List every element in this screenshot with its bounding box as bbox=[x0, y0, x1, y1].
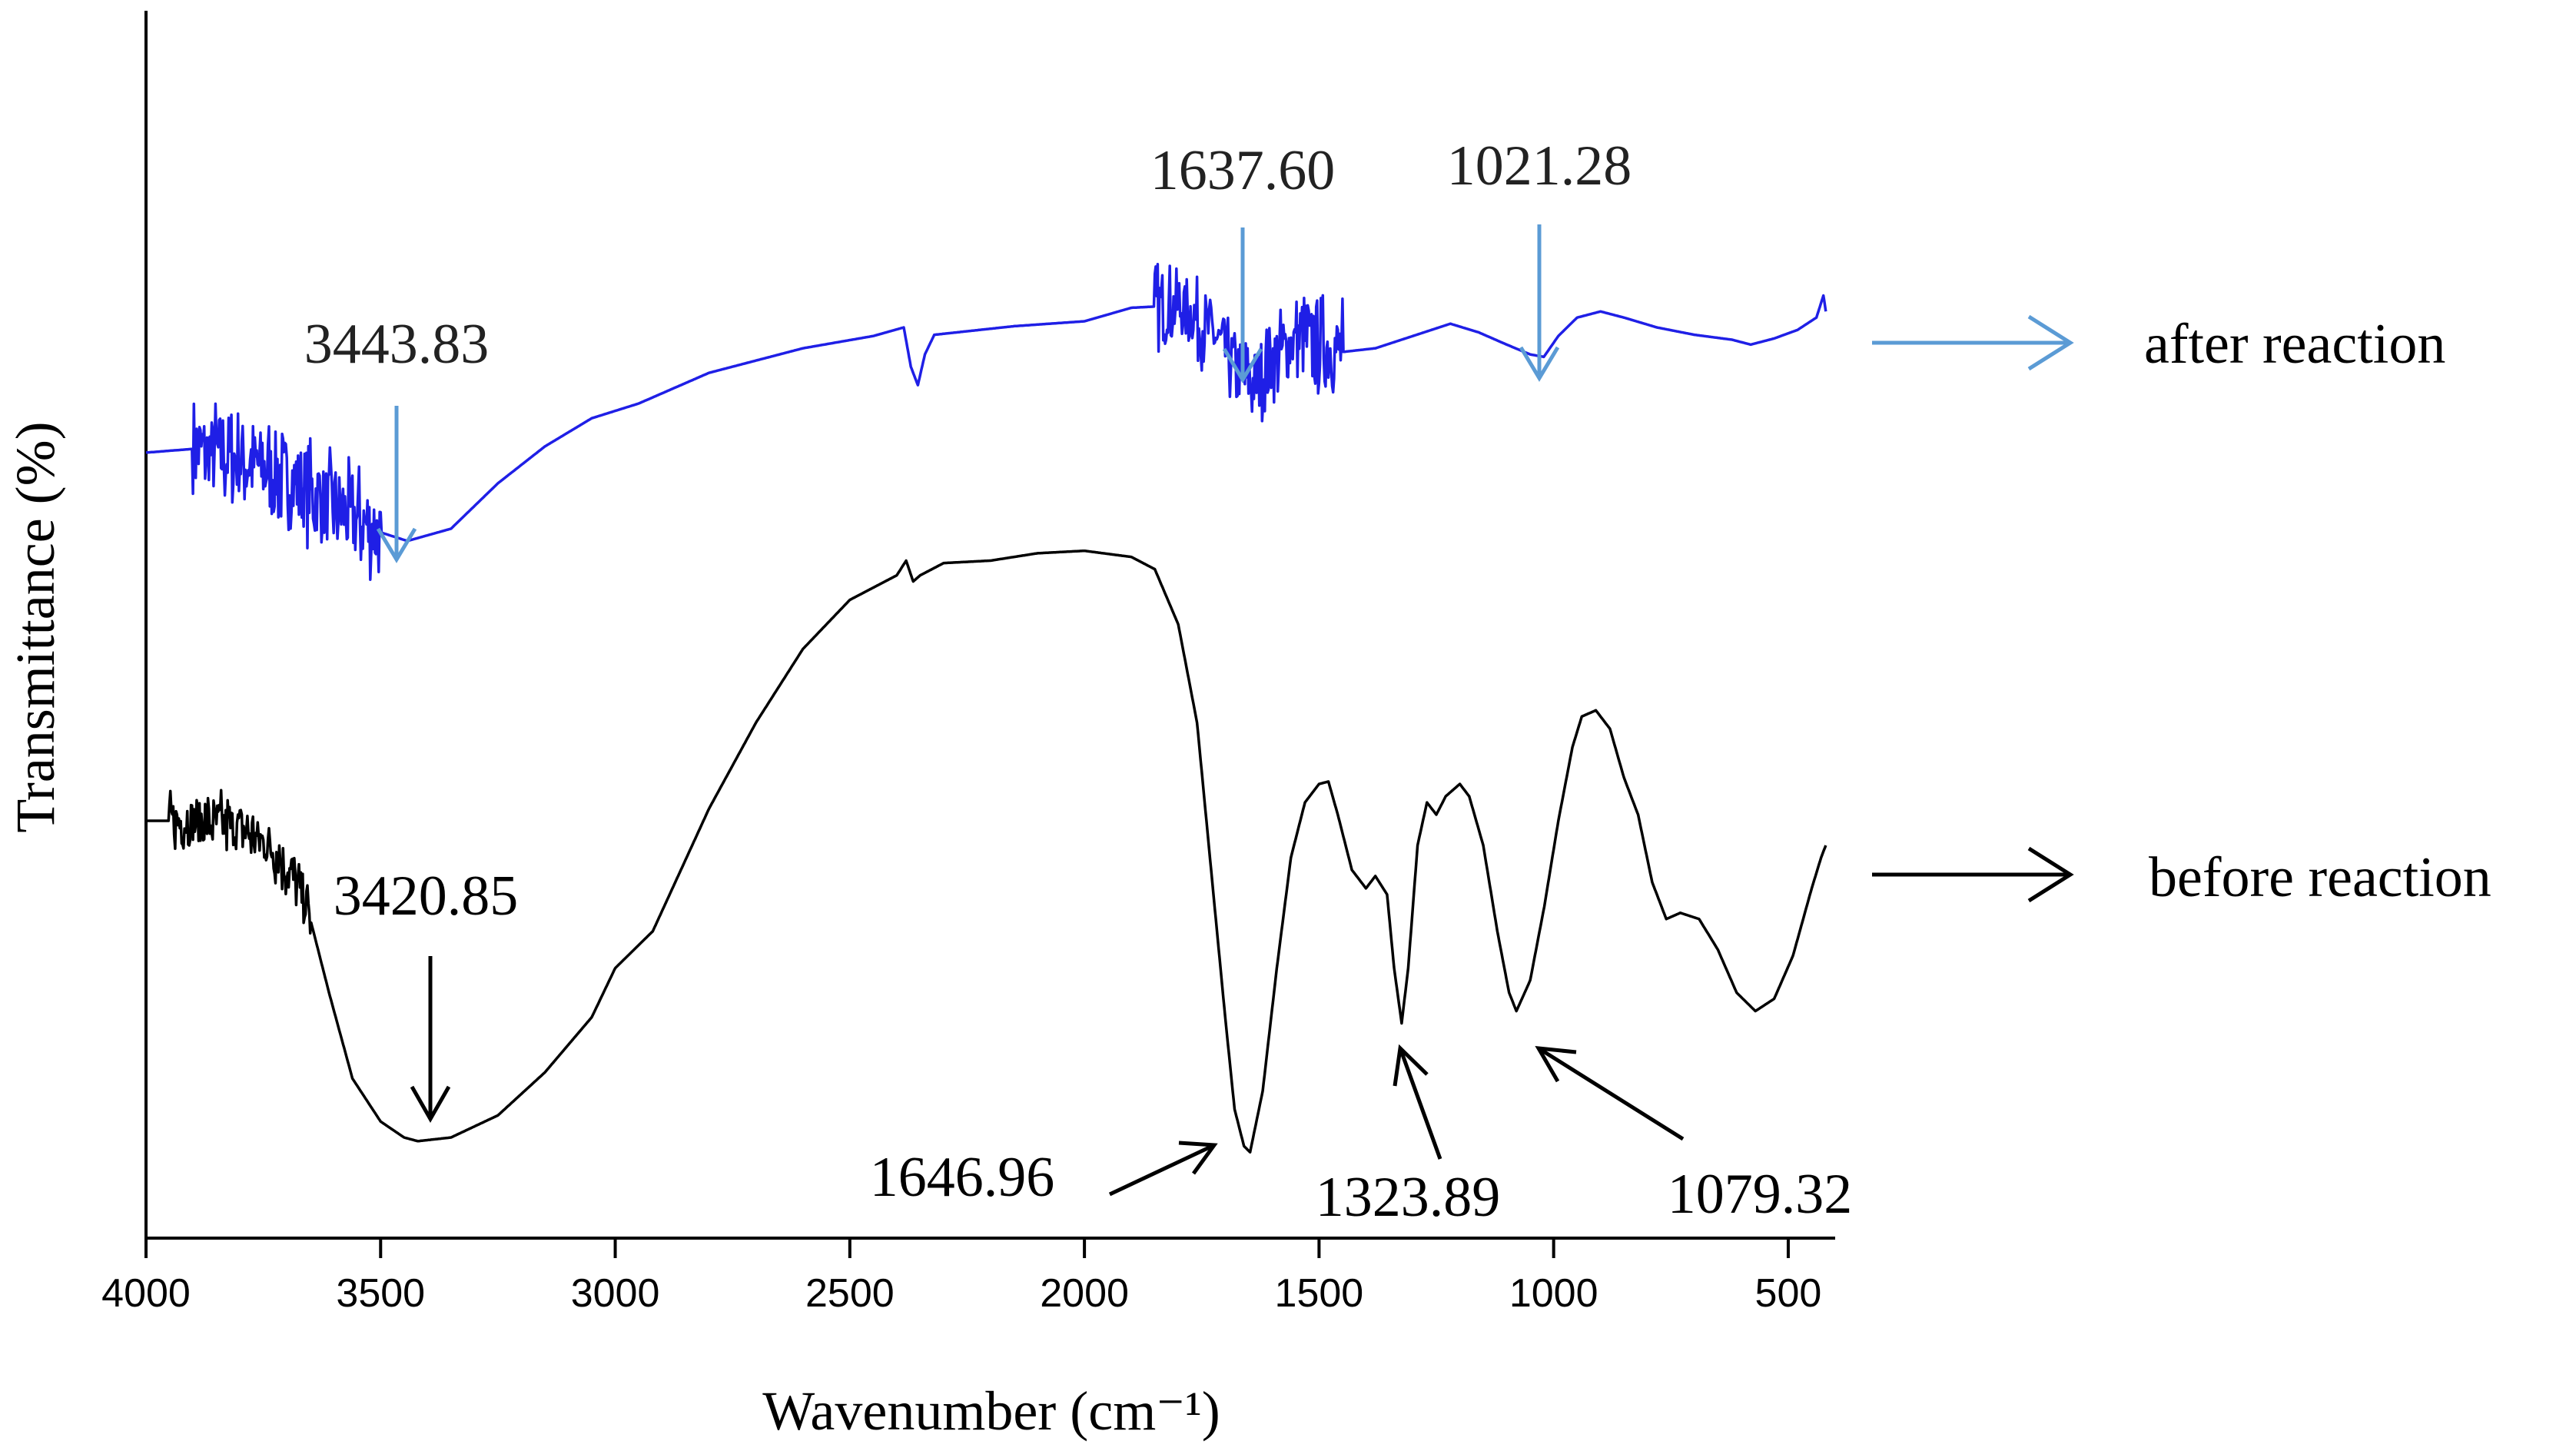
peak-arrow-before-1079 bbox=[1539, 1048, 1683, 1139]
peak-arrow-before-3420 bbox=[412, 956, 449, 1119]
peak-label-after-1637: 1637.60 bbox=[1150, 139, 1336, 202]
peak-label-before-1323: 1323.89 bbox=[1316, 1166, 1501, 1229]
x-tick-label-1500: 1500 bbox=[1275, 1271, 1364, 1316]
peak-label-before-1079: 1079.32 bbox=[1668, 1163, 1853, 1226]
x-tick-label-2000: 2000 bbox=[1040, 1271, 1129, 1316]
peak-label-after-1021: 1021.28 bbox=[1447, 134, 1632, 198]
legend-label-after-reaction: after reaction bbox=[2144, 313, 2445, 376]
peak-arrow-after-1637 bbox=[1224, 227, 1261, 380]
peak-label-before-1646: 1646.96 bbox=[870, 1146, 1055, 1209]
legend-arrow-before-reaction bbox=[1872, 848, 2070, 901]
peak-arrow-before-1323 bbox=[1395, 1048, 1440, 1159]
y-axis-label: Transmittance (%) bbox=[5, 421, 66, 832]
peak-label-after-3443: 3443.83 bbox=[304, 313, 490, 376]
x-tick-label-3000: 3000 bbox=[571, 1271, 660, 1316]
x-tick-label-4000: 4000 bbox=[101, 1271, 191, 1316]
peak-arrow-after-3443 bbox=[378, 406, 415, 559]
legend-arrow-after-reaction bbox=[1872, 317, 2070, 369]
x-tick-label-3500: 3500 bbox=[336, 1271, 425, 1316]
x-tick-label-500: 500 bbox=[1755, 1271, 1822, 1316]
x-axis-ticks: 4000 3500 3000 2500 2000 1500 1000 500 bbox=[101, 1238, 1821, 1316]
x-tick-label-1000: 1000 bbox=[1509, 1271, 1598, 1316]
legend-label-before-reaction: before reaction bbox=[2149, 846, 2491, 909]
x-tick-label-2500: 2500 bbox=[805, 1271, 895, 1316]
peak-arrow-before-1646 bbox=[1110, 1143, 1214, 1194]
x-axis-label: Wavenumber (cm⁻¹) bbox=[762, 1380, 1220, 1442]
peak-label-before-3420: 3420.85 bbox=[334, 865, 519, 928]
series-line-before-reaction bbox=[146, 551, 1826, 1152]
peak-arrow-after-1021 bbox=[1521, 224, 1558, 378]
